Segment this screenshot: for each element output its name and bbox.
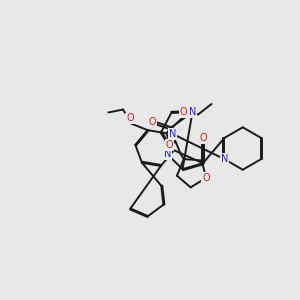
Text: N: N	[189, 107, 196, 117]
Text: O: O	[126, 113, 134, 123]
Text: N: N	[221, 154, 228, 164]
Text: N: N	[169, 129, 176, 139]
Text: O: O	[165, 140, 173, 150]
Text: O: O	[199, 134, 207, 143]
Text: O: O	[148, 117, 156, 127]
Text: N: N	[164, 149, 171, 159]
Text: O: O	[180, 107, 188, 117]
Text: O: O	[202, 173, 210, 183]
